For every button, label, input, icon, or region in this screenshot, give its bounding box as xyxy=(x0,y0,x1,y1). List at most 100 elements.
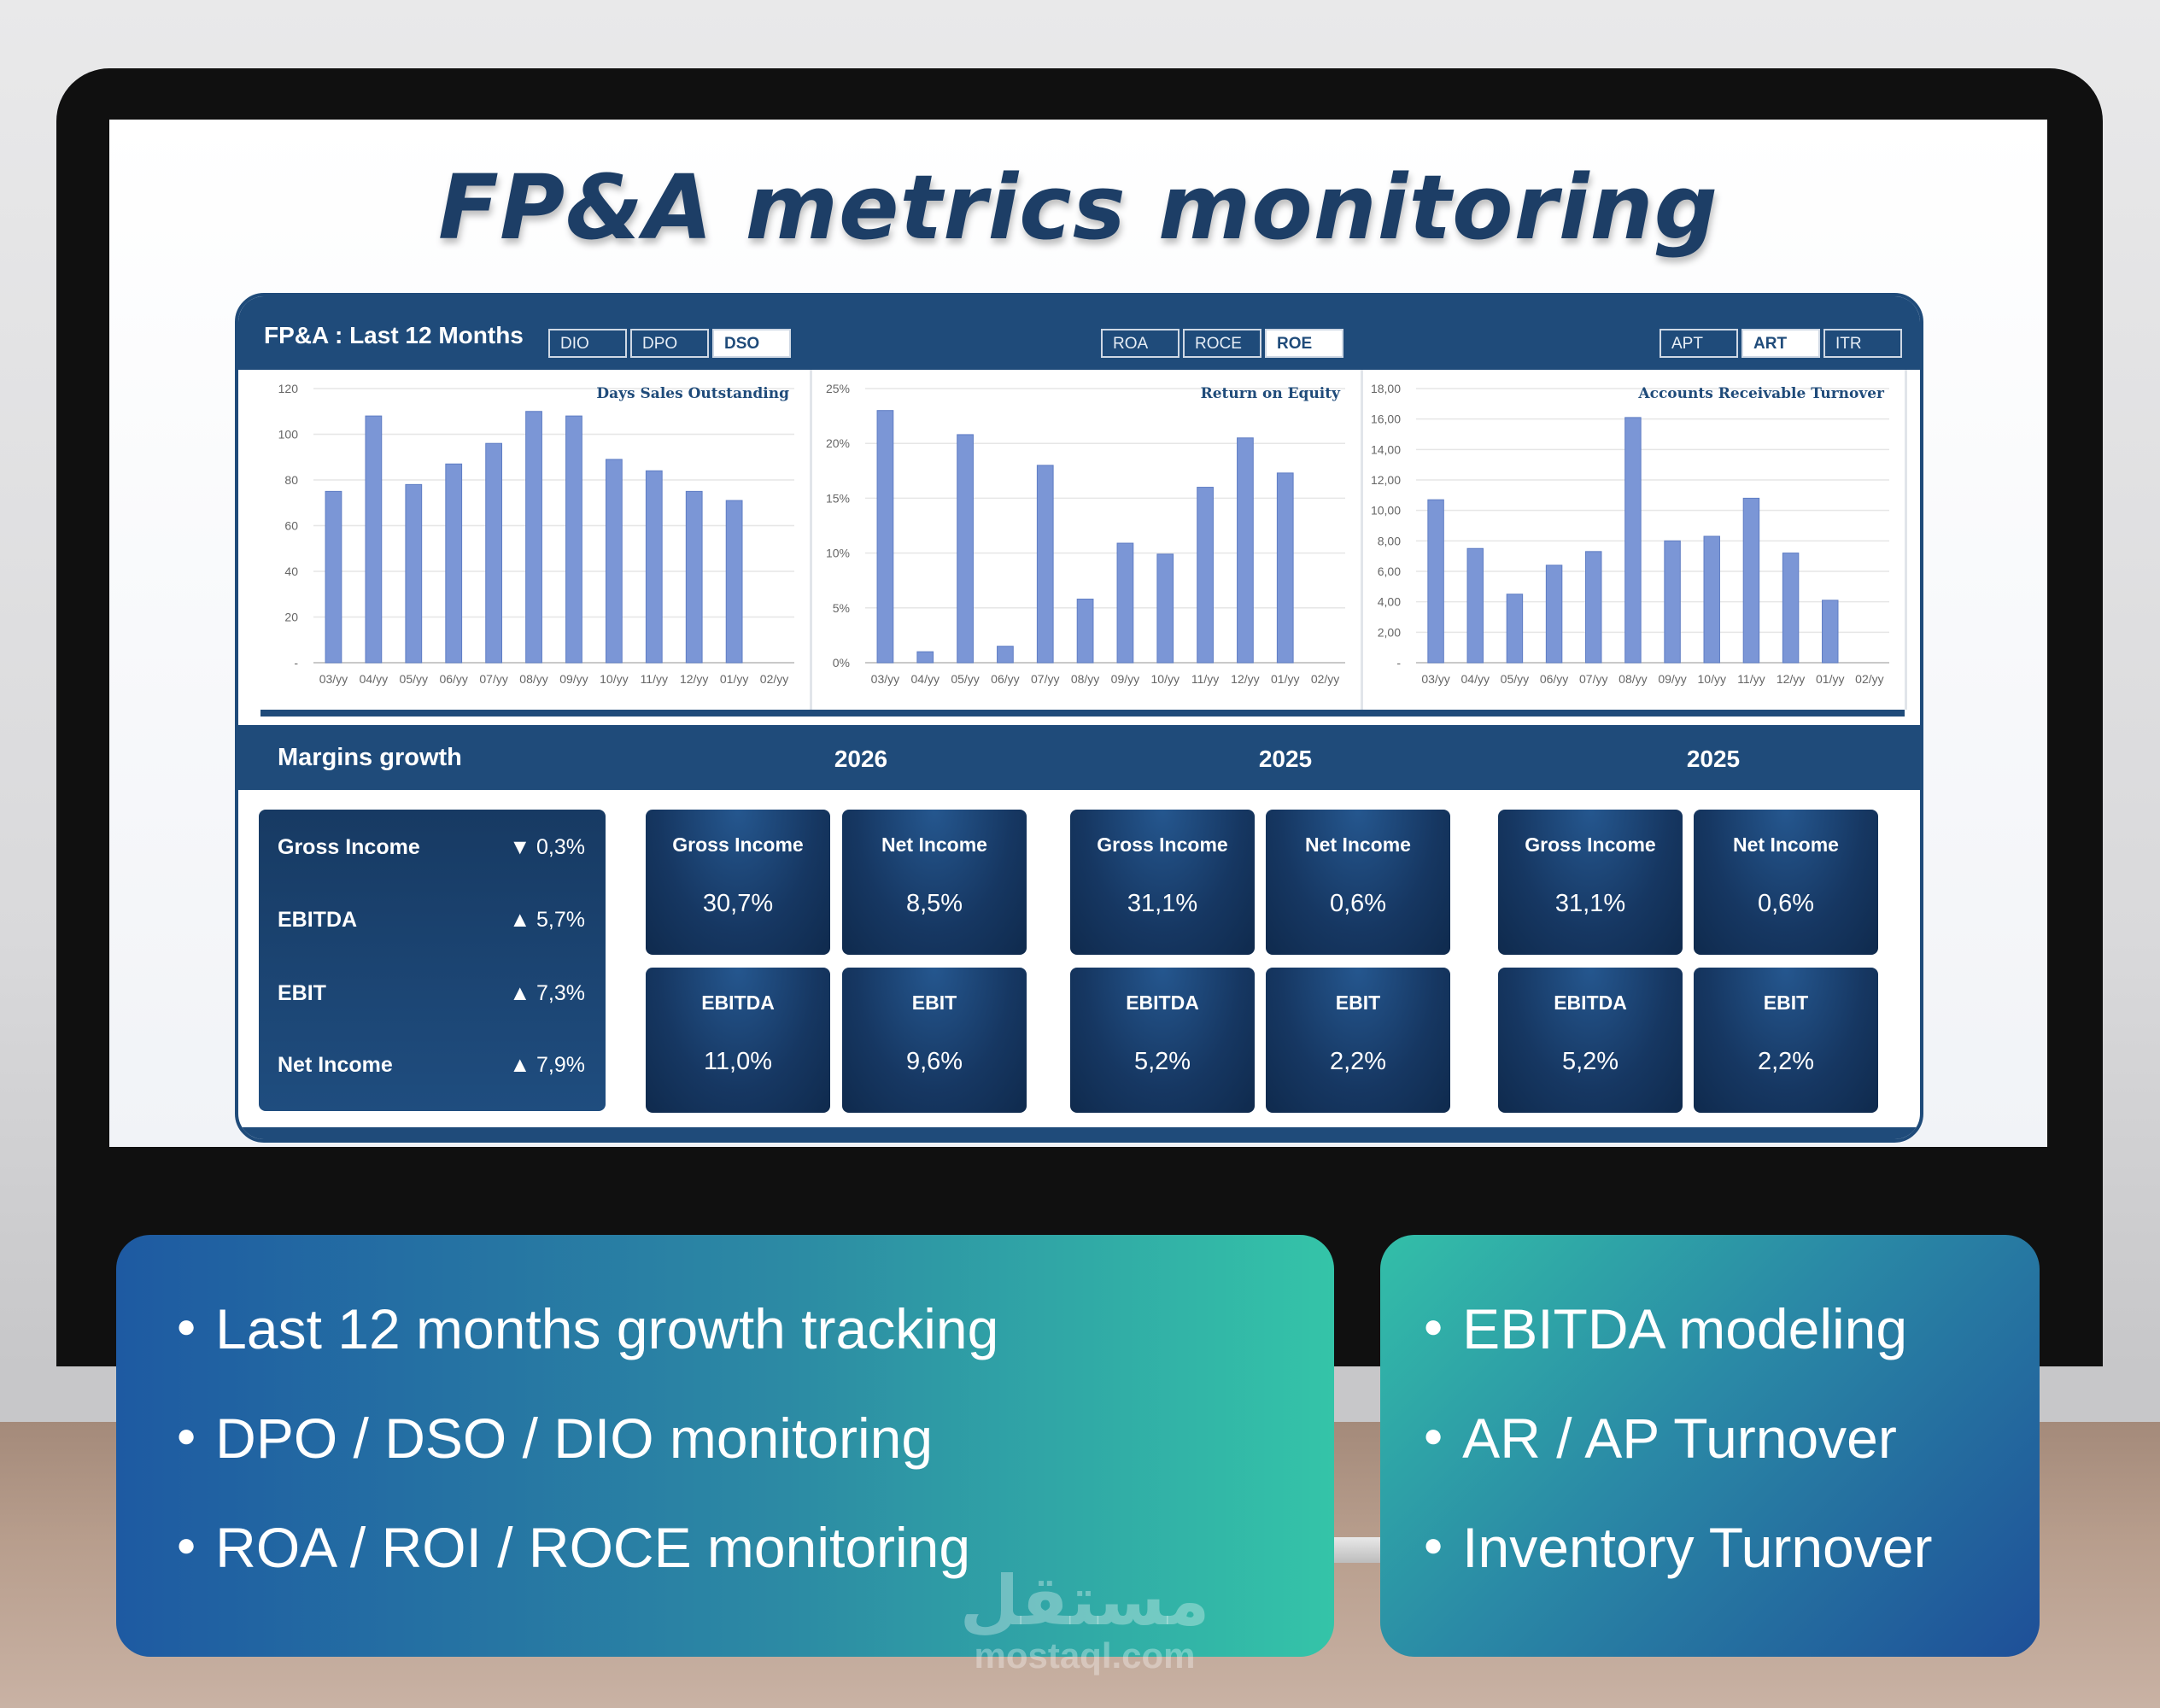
y-tick-label: 25% xyxy=(826,382,850,395)
y-tick-label: 20% xyxy=(826,436,850,450)
y-tick-label: 18,00 xyxy=(1371,382,1401,395)
roce-button[interactable]: ROCE xyxy=(1183,329,1261,358)
summary-label: Gross Income xyxy=(278,835,420,859)
feature-item: ● ROA / ROI / ROCE monitoring xyxy=(176,1515,970,1580)
charts-footer-bar xyxy=(260,710,1905,717)
kpi-card-net-income[interactable]: Net Income 8,5% xyxy=(842,810,1027,955)
kpi-card-ebit[interactable]: EBIT 2,2% xyxy=(1266,968,1450,1113)
bar xyxy=(1545,564,1563,664)
roe-button[interactable]: ROE xyxy=(1265,329,1343,358)
roa-button[interactable]: ROA xyxy=(1101,329,1180,358)
bar xyxy=(997,646,1014,664)
bullet-icon: ● xyxy=(176,1526,197,1565)
bar xyxy=(645,470,663,664)
bar xyxy=(1585,551,1602,664)
bar xyxy=(876,410,894,664)
kpi-label: EBIT xyxy=(1335,991,1381,1014)
bar xyxy=(1822,600,1839,664)
x-tick-label: 10/yy xyxy=(600,672,628,686)
kpi-card-gross-income[interactable]: Gross Income 31,1% xyxy=(1070,810,1255,955)
y-tick-label: 15% xyxy=(826,491,850,505)
y-tick-label: 80 xyxy=(284,473,298,487)
kpi-card-net-income[interactable]: Net Income 0,6% xyxy=(1694,810,1878,955)
kpi-card-ebitda[interactable]: EBITDA 11,0% xyxy=(646,968,830,1113)
x-tick-label: 08/yy xyxy=(519,672,547,686)
y-tick-label: 0% xyxy=(833,656,850,670)
kpi-value: 31,1% xyxy=(1127,890,1198,917)
bar xyxy=(1076,599,1094,664)
y-tick-label: 120 xyxy=(278,382,299,395)
kpi-card-ebit[interactable]: EBIT 9,6% xyxy=(842,968,1027,1113)
summary-label: EBITDA xyxy=(278,908,358,932)
y-tick-label: 10% xyxy=(826,547,850,560)
fpa-dashboard: FP&A : Last 12 Months DIO DPO DSO ROA RO… xyxy=(235,293,1923,1143)
x-tick-label: 11/yy xyxy=(1737,672,1765,686)
dio-button[interactable]: DIO xyxy=(548,329,627,358)
y-tick-label: 12,00 xyxy=(1371,473,1401,487)
x-tick-label: 02/yy xyxy=(760,672,788,686)
dpo-button[interactable]: DPO xyxy=(630,329,709,358)
x-tick-label: 10/yy xyxy=(1698,672,1726,686)
feature-item: ● EBITDA modeling xyxy=(1423,1296,1907,1361)
chart-panel-art: 18,00 16,00 14,00 12,00 10,00 8,00 6,00 4,00 2,0… xyxy=(1363,370,1907,710)
kpi-card-ebitda[interactable]: EBITDA 5,2% xyxy=(1070,968,1255,1113)
bar xyxy=(1197,487,1214,664)
up-arrow-icon: ▲ xyxy=(509,981,531,1005)
itr-button[interactable]: ITR xyxy=(1823,329,1902,358)
kpi-card-gross-income[interactable]: Gross Income 31,1% xyxy=(1498,810,1683,955)
dso-button[interactable]: DSO xyxy=(712,329,791,358)
x-tick-label: 05/yy xyxy=(951,672,979,686)
feature-text: DPO / DSO / DIO monitoring xyxy=(215,1407,934,1470)
x-tick-label: 09/yy xyxy=(1658,672,1686,686)
feature-box-right: ● EBITDA modeling ● AR / AP Turnover ● Inve… xyxy=(1380,1235,2040,1657)
bar xyxy=(1237,437,1254,664)
bar xyxy=(525,411,542,664)
kpi-value: 8,5% xyxy=(905,890,963,917)
bullet-icon: ● xyxy=(176,1417,197,1455)
page-title: FP&A metrics monitoring xyxy=(437,155,1719,260)
kpi-value: 2,2% xyxy=(1757,1048,1815,1075)
kpi-card-net-income[interactable]: Net Income 0,6% xyxy=(1266,810,1450,955)
bar xyxy=(1156,553,1174,664)
feature-text: EBITDA modeling xyxy=(1462,1297,1908,1360)
kpi-label: EBITDA xyxy=(701,991,775,1014)
monitor-screen: FP&A metrics monitoring FP&A : Last 12 M… xyxy=(109,120,2047,1147)
kpi-card-ebit[interactable]: EBIT 2,2% xyxy=(1694,968,1878,1113)
dashboard-title: FP&A : Last 12 Months xyxy=(264,322,524,348)
y-tick-label: 60 xyxy=(284,519,298,533)
kpi-label: Net Income xyxy=(1733,834,1839,856)
up-arrow-icon: ▲ xyxy=(509,1053,531,1077)
dashboard-header: FP&A : Last 12 Months DIO DPO DSO ROA RO… xyxy=(238,296,1920,370)
y-tick-label: 6,00 xyxy=(1378,564,1401,578)
bar xyxy=(365,415,383,664)
apt-button[interactable]: APT xyxy=(1660,329,1738,358)
bullet-icon: ● xyxy=(1423,1417,1444,1455)
art-button[interactable]: ART xyxy=(1741,329,1820,358)
bar xyxy=(1427,499,1444,664)
x-tick-label: 05/yy xyxy=(400,672,428,686)
x-tick-label: 07/yy xyxy=(1579,672,1607,686)
x-tick-label: 06/yy xyxy=(991,672,1019,686)
bar xyxy=(1276,472,1294,664)
y-tick-label: 16,00 xyxy=(1371,412,1401,426)
kpi-card-gross-income[interactable]: Gross Income 30,7% xyxy=(646,810,830,955)
bar xyxy=(485,442,503,664)
kpi-card-ebitda[interactable]: EBITDA 5,2% xyxy=(1498,968,1683,1113)
year-label-3: 2025 xyxy=(1686,746,1741,772)
y-tick-label: - xyxy=(294,656,298,670)
bar xyxy=(1466,547,1484,664)
feature-text: Last 12 months growth tracking xyxy=(215,1297,999,1360)
feature-item: ● Inventory Turnover xyxy=(1423,1515,1932,1580)
feature-text: AR / AP Turnover xyxy=(1462,1407,1897,1470)
kpi-value: 30,7% xyxy=(702,890,774,917)
x-tick-label: 12/yy xyxy=(680,672,708,686)
watermark: مستقل mostaql.com xyxy=(948,1567,1221,1676)
x-tick-label: 03/yy xyxy=(871,672,899,686)
kpi-label: Gross Income xyxy=(672,834,804,856)
bar xyxy=(565,415,582,664)
summary-row-gross-income: Gross Income ▼ 0,3% xyxy=(278,835,585,869)
margins-summary: Gross Income ▼ 0,3% EBITDA ▲ 5,7% EBIT ▲… xyxy=(259,810,606,1111)
x-tick-label: 08/yy xyxy=(1619,672,1647,686)
feature-item: ● AR / AP Turnover xyxy=(1423,1406,1897,1471)
x-tick-label: 06/yy xyxy=(439,672,467,686)
